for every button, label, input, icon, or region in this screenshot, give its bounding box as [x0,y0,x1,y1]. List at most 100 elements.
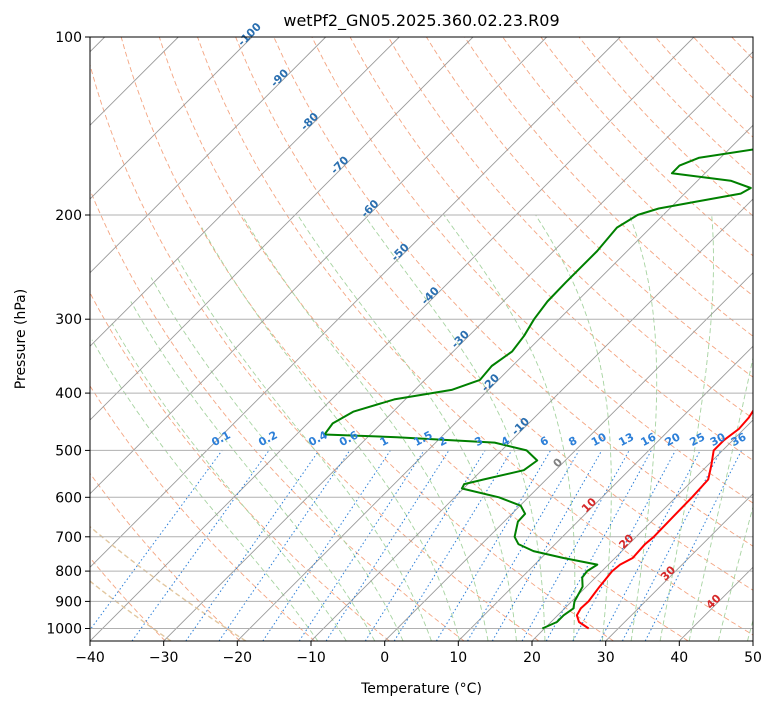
isotherm [752,640,753,641]
mixing-ratio-line [298,450,425,641]
dry-adiabat-label: -80 [298,110,321,133]
mixing-ratio-label: 0.2 [256,428,279,449]
dry-adiabat-label: -90 [268,66,291,89]
mixing-ratio-line [325,450,450,641]
y-tick-label: 500 [55,443,82,459]
moist-adiabat [111,323,347,641]
moist-adiabat [130,301,376,641]
x-tick-label: −10 [296,650,326,666]
mixing-ratio-line [185,450,320,641]
y-tick-label: 400 [55,386,82,402]
mixing-ratio-line [393,450,513,641]
isotherm [90,37,400,347]
moist-adiabat [688,355,753,641]
pressure-gridlines [90,37,753,629]
mixing-ratio-line [218,450,351,641]
chart-title: wetPf2_GN05.2025.360.02.23.R09 [283,11,559,31]
isotherm [457,345,753,641]
dry-adiabat-label: 20 [616,531,636,551]
mixing-ratio-label: 0.1 [209,428,232,449]
dry-adiabat [770,37,775,641]
dry-adiabat-label: 10 [579,495,599,515]
dry-adiabat [90,385,315,641]
x-tick-label: −40 [75,650,105,666]
dry-adiabat-label: -100 [235,20,264,49]
mixing-ratio-label: 16 [639,430,659,449]
x-tick-label: −30 [149,650,179,666]
moist-adiabat [659,214,714,641]
dry-adiabat [349,37,753,462]
mixing-ratio-label: 30 [708,430,728,449]
mixing-ratio-line [131,450,270,641]
x-tick-label: 40 [670,650,688,666]
moist-adiabat [91,339,319,641]
dry-adiabat [235,37,753,591]
moist-adiabat [201,227,461,641]
isotherm [90,37,474,421]
dry-adiabat [90,557,166,641]
mixing-ratio-label: 25 [688,430,708,449]
moist-adiabat [297,214,517,641]
dry-adiabat [158,37,689,641]
y-tick-label: 100 [55,30,82,46]
dry-adiabat [502,37,753,297]
mixing-ratio-line [262,450,391,641]
dry-adiabat [387,37,753,420]
dry-adiabat [311,37,753,504]
mixing-ratio-label: 13 [617,430,637,449]
mixing-ratio-line [435,450,552,641]
mixing-ratio-label: 36 [729,430,749,449]
isotherm [236,124,753,641]
dry-adiabat [90,472,241,641]
isotherm [310,198,753,641]
isotherm [90,37,548,495]
dry-adiabat [90,63,540,641]
isotherm [163,51,753,641]
isotherm [678,566,753,641]
moist-adiabat [747,618,753,641]
y-tick-label: 600 [55,490,82,506]
x-tick-label: 30 [597,650,615,666]
isotherm [90,37,621,568]
mixing-ratio-label: 8 [566,434,579,449]
x-tick-label: 50 [744,650,762,666]
dry-adiabat-label: -40 [419,284,442,307]
mixing-ratio-line [90,450,223,631]
isotherm [384,272,753,641]
isotherm [90,37,695,641]
reference-curve [90,525,247,641]
dry-adiabat [90,188,465,641]
moist-adiabat [176,256,432,641]
y-axis-label: Pressure (hPa) [13,289,29,389]
mixing-ratio-line [467,450,580,641]
mixing-ratio-line [572,450,676,641]
dry-adiabat-label: -30 [449,328,472,351]
isotherm [90,37,253,200]
moist-adiabat [150,277,404,641]
dry-adiabat-label: -50 [389,240,412,263]
mixing-ratio-line [491,450,603,641]
dry-adiabat [655,37,753,138]
x-axis-label: Temperature (°C) [360,681,482,697]
dry-adiabat-label: -10 [509,415,532,438]
mixing-ratio-line [621,450,722,641]
moist-adiabat [535,214,612,641]
x-tick-label: 20 [523,650,541,666]
dry-adiabat-label: -20 [479,371,502,394]
isotherm [531,419,753,641]
y-tick-label: 1000 [46,622,82,638]
background-lines [90,37,775,641]
dry-adiabat-label: -70 [328,153,351,176]
dry-adiabat [90,291,390,641]
dry-adiabat-label: 40 [704,591,724,611]
plot-frame [89,36,754,642]
dry-adiabat-label: -60 [358,197,381,220]
x-tick-label: 0 [380,650,389,666]
y-tick-label: 900 [55,594,82,610]
profile-lines [323,148,753,630]
dewpoint-line [323,148,753,630]
mixing-ratio-line [545,450,652,641]
mixing-ratio-line [364,450,486,641]
